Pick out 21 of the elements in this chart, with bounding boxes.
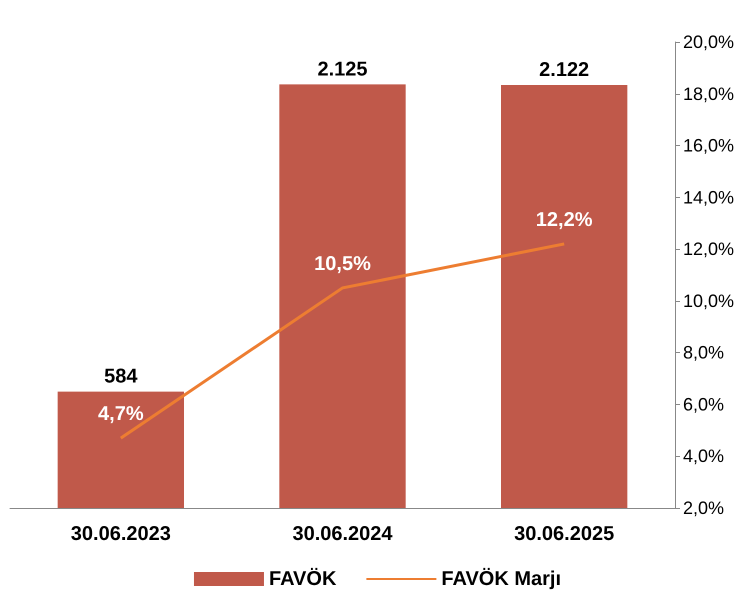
data-label: 2.125 (317, 58, 368, 80)
data-label: 2.122 (539, 58, 590, 81)
text: 4,0% (683, 446, 724, 466)
data-label: 584 (104, 366, 138, 388)
text: 12,0% (683, 239, 734, 260)
x-tick-label: 30.06.2023 (70, 523, 171, 545)
data-label: 4,7% (98, 403, 144, 426)
legend-label: FAVÖK Marjı (441, 567, 562, 590)
text: 2,0% (683, 498, 724, 518)
x-tick-label: 30.06.2025 (514, 523, 614, 545)
text: 16,0% (683, 136, 734, 156)
data-label: 12,2% (536, 208, 593, 231)
legend-label: FAVÖK (268, 567, 337, 590)
x-tick-label: 30.06.2024 (292, 523, 394, 545)
text: 14,0% (683, 187, 734, 208)
text: 8,0% (683, 342, 724, 363)
text: 20,0% (683, 32, 734, 52)
data-label: 10,5% (314, 252, 372, 275)
text: 6,0% (683, 394, 724, 414)
text: 10,0% (683, 290, 734, 311)
text: 18,0% (683, 84, 734, 104)
